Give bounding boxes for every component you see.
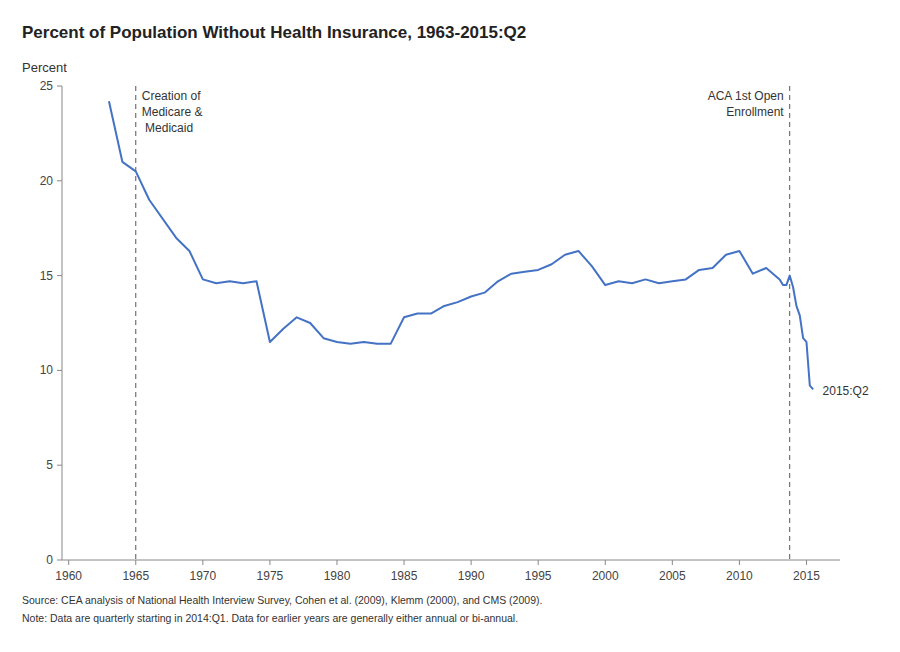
x-tick (672, 560, 673, 565)
x-axis-line (62, 560, 840, 561)
y-tick-label: 15 (40, 269, 54, 283)
x-tick-label: 1970 (189, 569, 216, 583)
reference-line (789, 86, 790, 560)
note: Note: Data are quarterly starting in 201… (22, 612, 518, 624)
annotation: 2015:Q2 (823, 384, 869, 398)
y-tick (57, 560, 62, 561)
x-tick-label: 2005 (659, 569, 686, 583)
y-tick (57, 275, 62, 276)
source: Source: CEA analysis of National Health … (22, 594, 542, 606)
x-tick (336, 560, 337, 565)
reference-line (135, 86, 136, 560)
data-line (109, 101, 813, 389)
x-tick (202, 560, 203, 565)
y-tick-label: 10 (40, 363, 54, 377)
title: Percent of Population Without Health Ins… (22, 23, 526, 42)
x-tick-label: 1985 (391, 569, 418, 583)
y-tick (57, 465, 62, 466)
plot-area (109, 86, 813, 560)
x-tick-label: 1965 (122, 569, 149, 583)
x-tick (538, 560, 539, 565)
y-tick (57, 180, 62, 181)
chart: Percent of Population Without Health Ins… (0, 0, 900, 652)
x-tick-label: 1980 (324, 569, 351, 583)
x-tick (739, 560, 740, 565)
y-tick-label: 0 (46, 553, 53, 567)
reference-label: Creation ofMedicare & Medicaid (142, 89, 203, 135)
x-tick (269, 560, 270, 565)
x-tick (471, 560, 472, 565)
y-tick-label: 25 (40, 79, 54, 93)
y-tick-label: 5 (46, 458, 53, 472)
x-tick (68, 560, 69, 565)
x-tick (806, 560, 807, 565)
y-axis-line (62, 86, 63, 560)
x-tick-label: 2010 (726, 569, 753, 583)
x-tick-label: 1960 (55, 569, 82, 583)
y-tick-label: 20 (40, 174, 54, 188)
reference-label: ACA 1st OpenEnrollment (708, 89, 785, 119)
y-tick (57, 86, 62, 87)
x-tick (404, 560, 405, 565)
x-tick (135, 560, 136, 565)
y-tick (57, 370, 62, 371)
y-label: Percent (22, 60, 67, 75)
x-tick (605, 560, 606, 565)
x-tick-label: 1975 (257, 569, 284, 583)
x-tick-label: 1990 (458, 569, 485, 583)
x-tick-label: 1995 (525, 569, 552, 583)
x-tick-label: 2000 (592, 569, 619, 583)
x-tick-label: 2015 (793, 569, 820, 583)
